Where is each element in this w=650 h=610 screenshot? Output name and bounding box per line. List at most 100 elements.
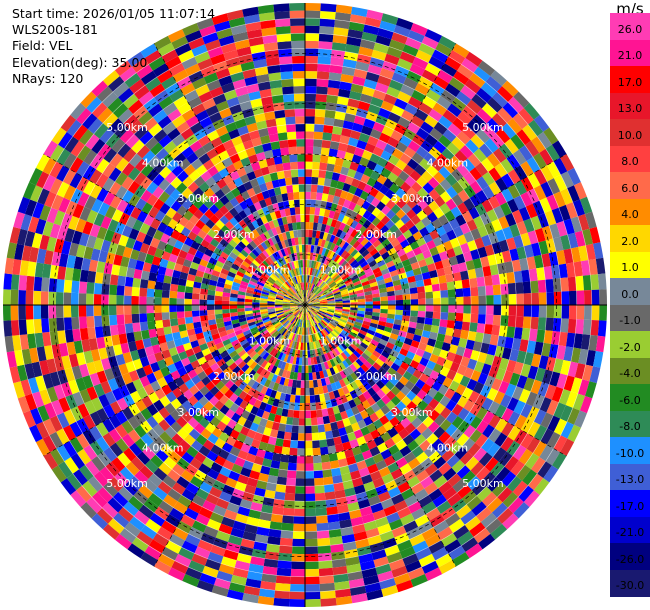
velocity-gate bbox=[176, 393, 188, 405]
velocity-gate bbox=[207, 371, 217, 382]
velocity-gate bbox=[374, 370, 384, 380]
velocity-gate bbox=[268, 295, 276, 299]
velocity-gate bbox=[309, 267, 313, 276]
velocity-gate bbox=[339, 135, 350, 145]
velocity-gate bbox=[364, 311, 373, 316]
velocity-gate bbox=[432, 236, 443, 247]
velocity-gate bbox=[516, 374, 528, 389]
velocity-gate bbox=[492, 447, 507, 462]
velocity-gate bbox=[349, 14, 367, 25]
velocity-gate bbox=[456, 465, 471, 479]
velocity-gate bbox=[234, 377, 244, 388]
velocity-gate bbox=[274, 281, 282, 288]
velocity-gate bbox=[313, 317, 319, 324]
velocity-gate bbox=[351, 6, 368, 17]
velocity-gate bbox=[344, 264, 352, 272]
velocity-gate bbox=[331, 172, 341, 182]
velocity-gate bbox=[579, 395, 593, 414]
velocity-gate bbox=[497, 486, 513, 503]
velocity-gate bbox=[253, 541, 268, 552]
velocity-gate bbox=[260, 273, 269, 281]
velocity-gate bbox=[103, 191, 116, 206]
velocity-gate bbox=[290, 568, 305, 577]
colorbar-cell bbox=[610, 66, 650, 93]
velocity-gate bbox=[33, 318, 43, 334]
velocity-gate bbox=[308, 282, 311, 291]
velocity-gate bbox=[363, 267, 373, 275]
velocity-gate bbox=[488, 167, 502, 182]
velocity-gate bbox=[148, 473, 163, 487]
velocity-gate bbox=[317, 63, 331, 73]
velocity-gate bbox=[181, 265, 191, 274]
velocity-gate bbox=[154, 351, 165, 362]
velocity-gate bbox=[400, 181, 412, 193]
velocity-gate bbox=[336, 323, 345, 330]
velocity-gate bbox=[285, 370, 291, 379]
velocity-gate bbox=[267, 309, 276, 313]
velocity-gate bbox=[446, 454, 460, 468]
velocity-gate bbox=[306, 274, 309, 283]
velocity-gate bbox=[216, 281, 225, 288]
velocity-gate bbox=[310, 341, 315, 350]
velocity-gate bbox=[217, 326, 227, 333]
velocity-gate bbox=[284, 330, 290, 338]
velocity-gate bbox=[305, 516, 317, 524]
velocity-gate bbox=[261, 314, 270, 319]
velocity-gate bbox=[582, 319, 592, 335]
velocity-gate bbox=[133, 330, 143, 342]
velocity-gate bbox=[498, 380, 510, 395]
velocity-gate bbox=[116, 314, 125, 325]
velocity-gate bbox=[181, 540, 198, 554]
velocity-gate bbox=[251, 462, 263, 473]
velocity-gate bbox=[365, 301, 373, 305]
velocity-gate bbox=[546, 291, 555, 305]
velocity-gate bbox=[316, 324, 322, 332]
velocity-gate bbox=[195, 488, 210, 501]
velocity-gate bbox=[307, 290, 312, 299]
velocity-gate bbox=[272, 284, 280, 290]
velocity-gate bbox=[268, 312, 277, 317]
velocity-gate bbox=[184, 286, 194, 294]
velocity-gate bbox=[154, 297, 162, 305]
velocity-gate bbox=[252, 331, 261, 338]
velocity-gate bbox=[342, 297, 351, 302]
velocity-gate bbox=[310, 309, 318, 315]
velocity-gate bbox=[323, 336, 330, 345]
velocity-gate bbox=[77, 403, 90, 419]
velocity-gate bbox=[154, 210, 166, 222]
velocity-gate bbox=[123, 481, 139, 496]
velocity-gate bbox=[258, 472, 269, 483]
velocity-gate bbox=[237, 125, 250, 136]
velocity-gate bbox=[261, 573, 277, 583]
velocity-gate bbox=[260, 166, 270, 176]
velocity-gate bbox=[434, 402, 446, 415]
velocity-gate bbox=[136, 531, 153, 546]
velocity-gate bbox=[243, 355, 252, 364]
velocity-gate bbox=[251, 274, 260, 282]
velocity-gate bbox=[173, 239, 184, 250]
velocity-gate bbox=[222, 354, 232, 363]
colorbar-cell bbox=[610, 92, 650, 120]
velocity-gate bbox=[169, 283, 179, 292]
velocity-gate bbox=[468, 206, 480, 220]
velocity-gate bbox=[185, 134, 199, 147]
velocity-gate bbox=[347, 246, 356, 255]
velocity-gate bbox=[345, 44, 360, 54]
velocity-gate bbox=[267, 474, 278, 484]
velocity-gate bbox=[287, 279, 293, 287]
velocity-gate bbox=[295, 387, 301, 396]
velocity-gate bbox=[213, 247, 223, 256]
velocity-gate bbox=[215, 68, 231, 80]
velocity-gate bbox=[173, 338, 183, 347]
velocity-gate bbox=[273, 155, 283, 165]
velocity-gate bbox=[204, 335, 214, 343]
velocity-gate bbox=[283, 101, 295, 110]
velocity-gate bbox=[242, 329, 252, 336]
velocity-gate bbox=[421, 560, 439, 574]
velocity-gate bbox=[216, 242, 226, 252]
velocity-gate bbox=[178, 249, 188, 259]
velocity-gate bbox=[143, 383, 155, 396]
velocity-gate bbox=[318, 33, 334, 43]
velocity-gate bbox=[546, 431, 561, 449]
velocity-gate bbox=[277, 201, 285, 211]
